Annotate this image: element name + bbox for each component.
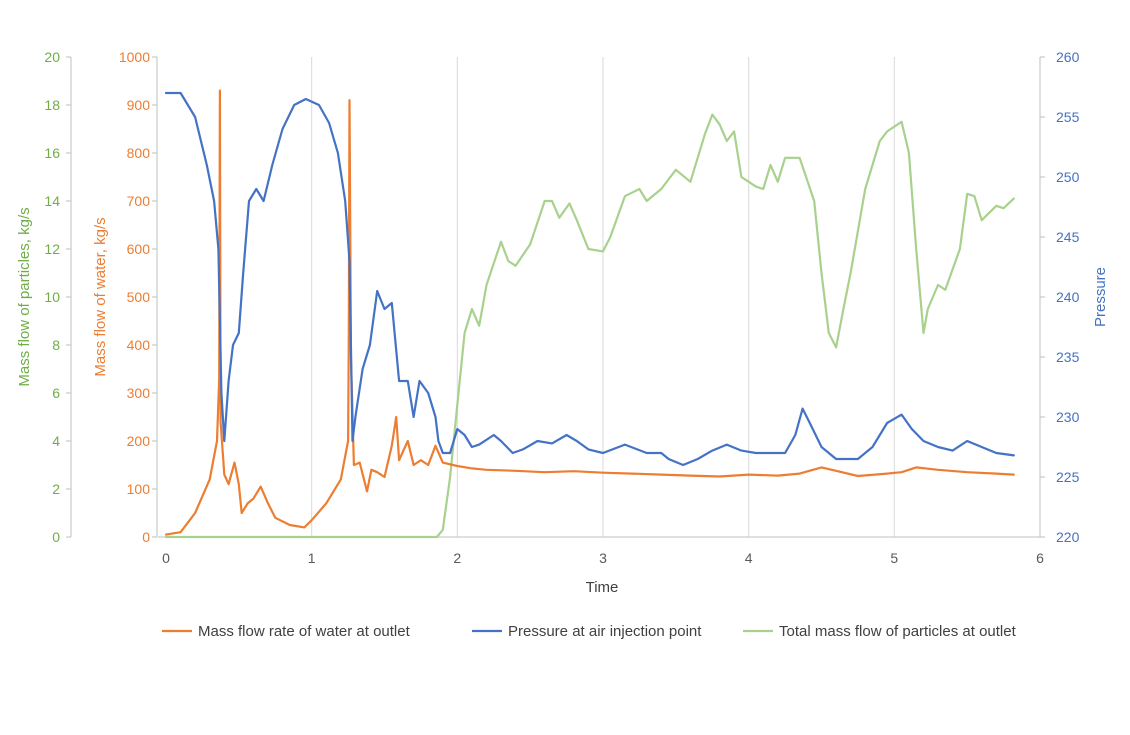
y-axis-title-pressure: Pressure [1092,267,1109,327]
series-lines [164,89,1015,539]
water-tick-label: 500 [127,289,151,305]
particles-tick-label: 6 [52,385,60,401]
x-tick-label: 4 [745,550,753,566]
gridlines [311,57,1041,537]
water-tick-label: 900 [127,97,151,113]
water-tick-label: 300 [127,385,151,401]
x-tick-label: 5 [890,550,898,566]
legend-item-water: Mass flow rate of water at outlet [162,623,411,640]
particles-tick-label: 8 [52,337,60,353]
tick-labels: 0 1 2 3 4 5 6024681012141618200100200300400500… [44,49,1079,566]
series-line-water [164,89,1015,536]
water-tick-label: 0 [142,529,150,545]
water-tick-label: 1000 [119,49,150,65]
pressure-tick-label: 240 [1056,289,1080,305]
legend-label-particles: Total mass flow of particles at outlet [779,623,1017,640]
series-line-pressure [164,91,1015,467]
water-tick-label: 700 [127,193,151,209]
legend: Mass flow rate of water at outlet Pressu… [162,623,1017,640]
legend-item-pressure: Pressure at air injection point [472,623,702,640]
y-axis-title-particles: Mass flow of particles, kg/s [16,207,33,386]
legend-item-particles: Total mass flow of particles at outlet [743,623,1017,640]
particles-tick-label: 14 [44,193,60,209]
particles-tick-label: 0 [52,529,60,545]
series-line-particles [164,113,1015,539]
water-tick-label: 800 [127,145,151,161]
x-tick-label: 0 [162,550,170,566]
particles-tick-label: 12 [44,241,60,257]
particles-tick-label: 4 [52,433,60,449]
x-tick-label: 2 [453,550,461,566]
pressure-tick-label: 220 [1056,529,1080,545]
x-tick-label: 3 [599,550,607,566]
pressure-tick-label: 235 [1056,349,1080,365]
particles-tick-label: 16 [44,145,60,161]
x-tick-label: 6 [1036,550,1044,566]
particles-tick-label: 10 [44,289,60,305]
legend-label-water: Mass flow rate of water at outlet [198,623,411,640]
water-tick-label: 200 [127,433,151,449]
y-axis-title-water: Mass flow of water, kg/s [92,217,109,376]
water-tick-label: 100 [127,481,151,497]
particles-tick-label: 18 [44,97,60,113]
x-axis-title: Time [586,579,619,596]
particles-tick-label: 2 [52,481,60,497]
pressure-tick-label: 230 [1056,409,1080,425]
pressure-tick-label: 260 [1056,49,1080,65]
pressure-tick-label: 245 [1056,229,1080,245]
x-tick-label: 1 [308,550,316,566]
water-tick-label: 600 [127,241,151,257]
water-tick-label: 400 [127,337,151,353]
pressure-tick-label: 255 [1056,109,1080,125]
legend-label-pressure: Pressure at air injection point [508,623,702,640]
particles-tick-label: 20 [44,49,60,65]
pressure-tick-label: 250 [1056,169,1080,185]
pressure-tick-label: 225 [1056,469,1080,485]
